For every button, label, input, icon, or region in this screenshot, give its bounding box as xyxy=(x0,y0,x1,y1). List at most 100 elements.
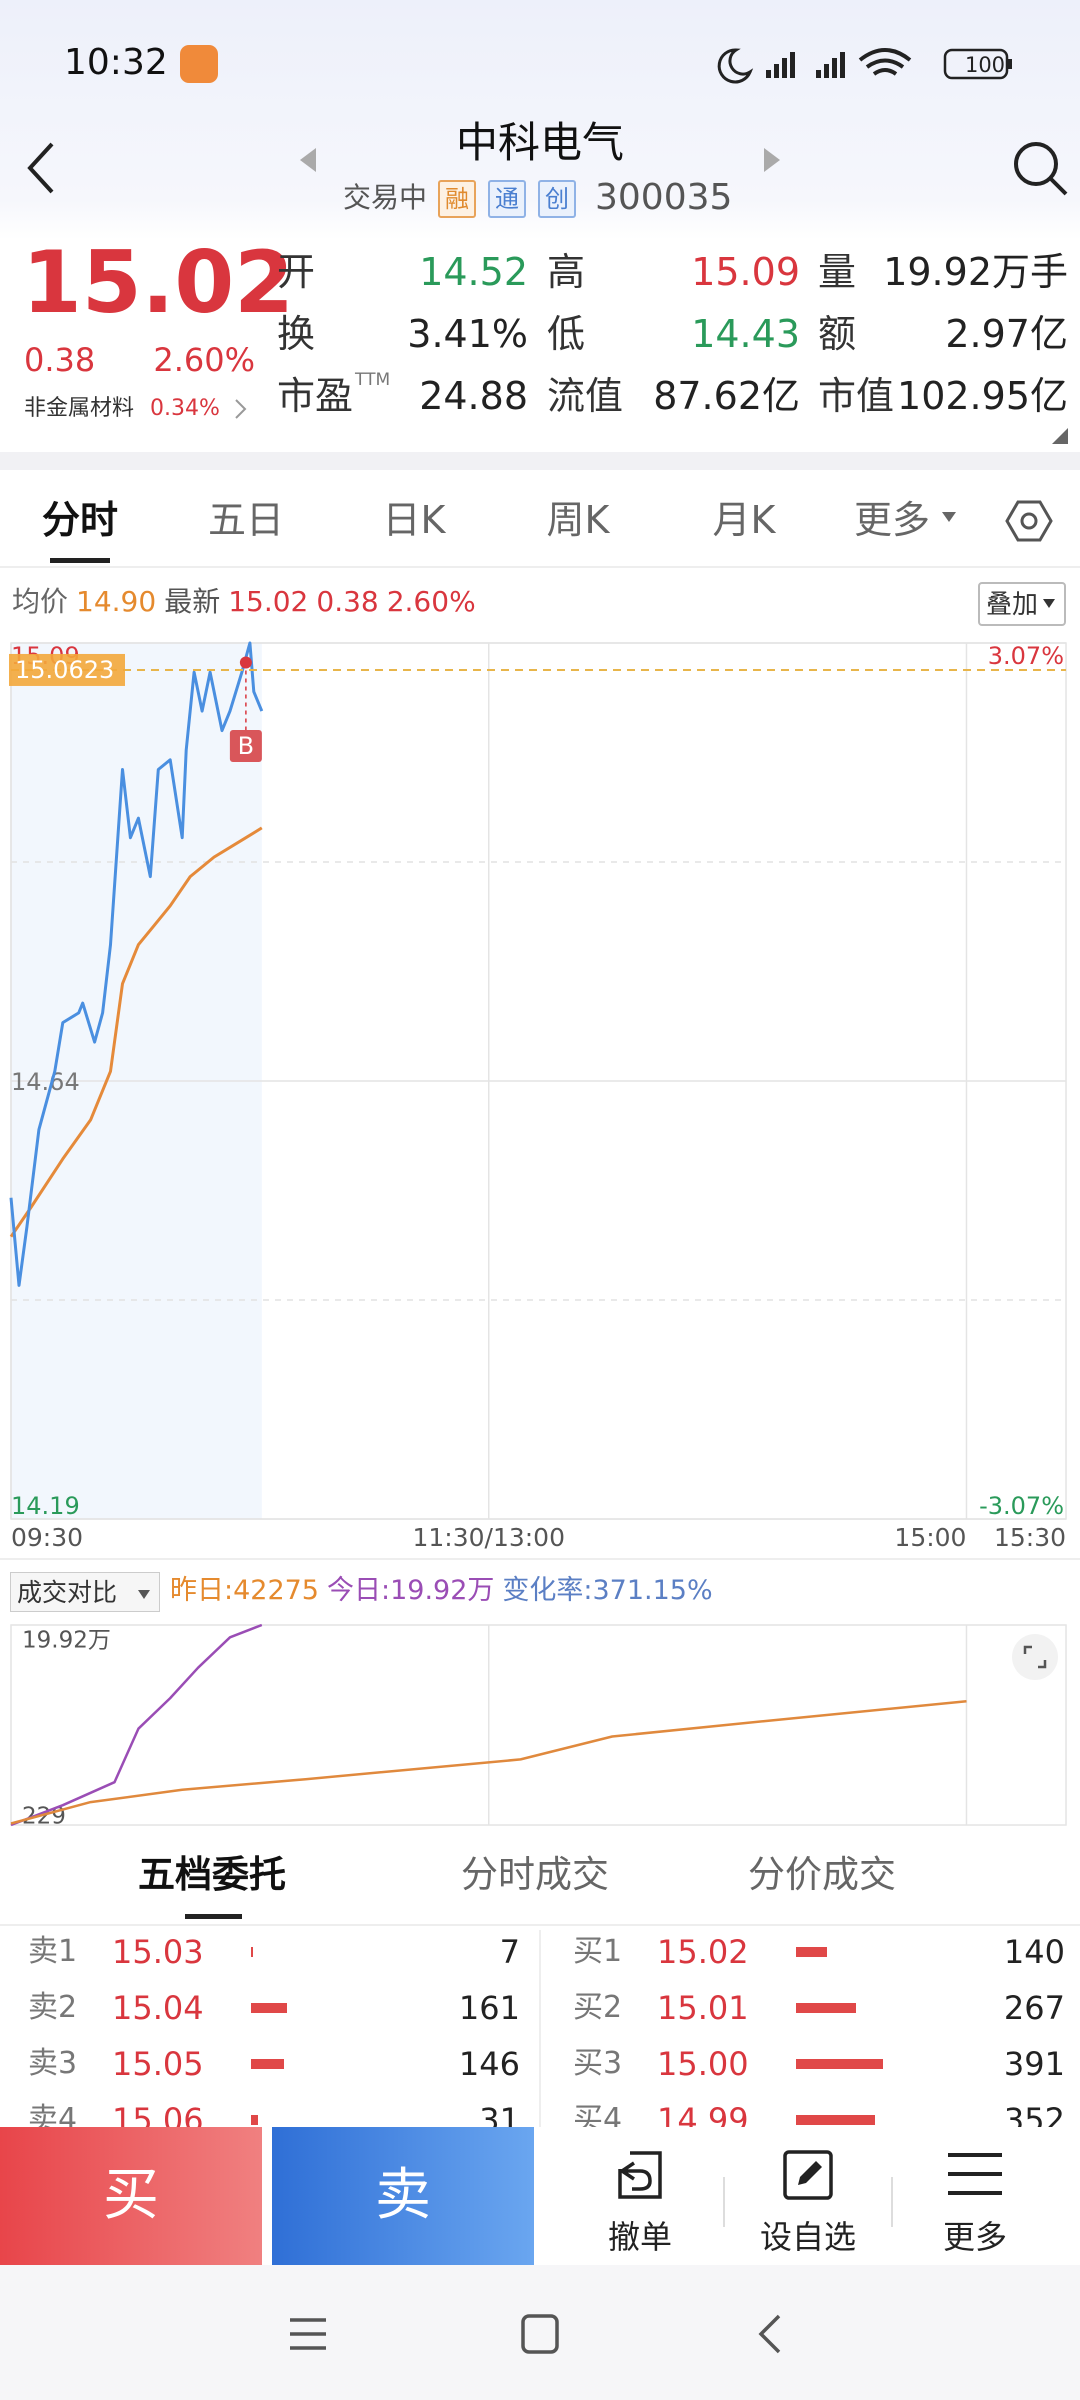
y2-tick-label: 3.07% xyxy=(988,642,1064,670)
avg-price: 14.90 xyxy=(76,585,157,618)
quote-field-label: 高 xyxy=(547,250,586,294)
settings-button[interactable] xyxy=(1004,498,1054,544)
avg-label: 均价 xyxy=(12,585,69,618)
search-button[interactable] xyxy=(1008,136,1072,200)
order-price: 15.00 xyxy=(657,2045,749,2083)
tab[interactable]: 月K xyxy=(712,498,776,542)
order-tab-underline xyxy=(185,1914,242,1919)
last-price: 15.02 xyxy=(22,233,295,333)
cancel-icon[interactable] xyxy=(612,2147,668,2203)
price-change: 0.38 xyxy=(24,341,96,379)
battery-level: 100 xyxy=(964,53,1006,77)
section-divider xyxy=(0,452,1080,470)
watchlist-label[interactable]: 设自选 xyxy=(759,2218,856,2256)
marker-badge xyxy=(229,730,262,762)
x-tick-label: 11:30/13:00 xyxy=(412,1523,565,1552)
cancel-label[interactable]: 撤单 xyxy=(607,2218,672,2256)
order-price: 15.02 xyxy=(657,1933,749,1971)
order-tab[interactable]: 五档委托 xyxy=(138,1853,286,1896)
next-stock[interactable] xyxy=(762,146,782,174)
quote-field-value: 102.95亿 xyxy=(897,374,1068,418)
y2-tick-label: -3.07% xyxy=(979,1492,1064,1520)
battery-tip xyxy=(1008,59,1012,69)
tab[interactable]: 日K xyxy=(382,498,446,542)
order-label: 买1 xyxy=(573,1934,623,1969)
order-tab[interactable]: 分时成交 xyxy=(461,1853,609,1896)
order-quantity: 267 xyxy=(1003,1989,1065,2027)
x-end-label: 15:30 xyxy=(994,1523,1066,1552)
watchlist-icon[interactable] xyxy=(780,2147,836,2203)
quote-field-value: 87.62亿 xyxy=(653,374,800,418)
latest-change: 0.38 xyxy=(316,585,379,618)
order-label: 买3 xyxy=(573,2046,623,2081)
badge: 创 xyxy=(538,180,576,218)
latest-label: 最新 xyxy=(164,585,221,618)
overlay-label: 叠加 xyxy=(986,590,1039,620)
badge: 通 xyxy=(488,180,526,218)
more-icon[interactable] xyxy=(946,2149,1004,2199)
sector-name[interactable]: 非金属材料 xyxy=(24,396,135,421)
bottom-bar: 买 卖 撤单 设自选 更多 xyxy=(0,2127,1080,2265)
quote-field-sup: TTM xyxy=(355,370,391,390)
back-button[interactable] xyxy=(20,138,60,198)
yesterday-volume: 昨日:42275 xyxy=(170,1575,319,1606)
y-tick-label: 14.64 xyxy=(11,1068,80,1096)
quote-field-value: 24.88 xyxy=(419,374,528,418)
overlay-button[interactable]: 叠加 xyxy=(978,582,1066,626)
fullscreen-button[interactable] xyxy=(1010,1632,1060,1682)
tab[interactable]: 更多 xyxy=(853,498,930,542)
order-bar xyxy=(251,2115,258,2125)
nav-back[interactable] xyxy=(755,2313,785,2355)
tab[interactable]: 周K xyxy=(546,498,610,542)
order-quantity: 391 xyxy=(1003,2045,1065,2083)
x-tick-label: 09:30 xyxy=(11,1523,83,1552)
latest-change-pct: 2.60% xyxy=(386,585,476,618)
quote-field-value: 19.92万手 xyxy=(883,250,1068,294)
order-bar xyxy=(796,2059,884,2069)
nav-home[interactable] xyxy=(520,2313,560,2355)
tab[interactable]: 五日 xyxy=(207,498,284,542)
more-label[interactable]: 更多 xyxy=(942,2218,1007,2256)
quote-field-label: 开 xyxy=(277,250,316,294)
expand-corner[interactable] xyxy=(1052,428,1070,446)
stock-name: 中科电气 xyxy=(455,118,624,167)
chart-frame xyxy=(10,1624,1067,1826)
tab[interactable]: 分时 xyxy=(41,498,118,542)
volume-change-rate: 变化率:371.15% xyxy=(502,1575,713,1606)
price-line xyxy=(9,826,263,1238)
quote-field-label: 市盈 xyxy=(277,374,354,418)
sector-change: 0.34% xyxy=(150,396,220,421)
signal-icon xyxy=(766,52,795,78)
marker-label: B xyxy=(238,732,254,760)
nav-menu[interactable] xyxy=(288,2315,328,2353)
buy-button[interactable]: 买 xyxy=(0,2127,262,2265)
order-bar xyxy=(796,1947,828,1957)
order-label: 卖1 xyxy=(28,1934,78,1969)
latest-price: 15.02 xyxy=(228,585,309,618)
volume-selector[interactable]: 成交对比 xyxy=(10,1572,160,1612)
prev-stock[interactable] xyxy=(298,146,318,174)
more-caret[interactable] xyxy=(940,510,958,524)
y-tick-label: 19.92万 xyxy=(22,1628,111,1654)
quote-field-label: 流值 xyxy=(547,374,624,418)
tab-divider xyxy=(0,566,1080,568)
tab-underline xyxy=(50,558,110,563)
sell-label: 卖 xyxy=(375,2163,431,2228)
order-price: 15.01 xyxy=(657,1989,749,2027)
volume-line xyxy=(10,1700,967,1825)
volume-stats: 昨日:42275 今日:19.92万 变化率:371.15% xyxy=(170,1577,721,1604)
sell-button[interactable]: 卖 xyxy=(272,2127,534,2265)
order-tab[interactable]: 分价成交 xyxy=(748,1853,896,1896)
signal-icon xyxy=(816,52,845,78)
order-quantity: 7 xyxy=(499,1933,520,1971)
selector-caret xyxy=(138,1590,150,1599)
order-label: 卖2 xyxy=(28,1990,78,2025)
quote-field-value: 3.41% xyxy=(407,312,528,356)
sector-chevron[interactable] xyxy=(232,398,248,422)
order-bar xyxy=(251,2003,287,2013)
crosshair-label-box xyxy=(9,653,125,686)
volume-line xyxy=(10,1623,263,1827)
action-divider xyxy=(891,2177,893,2227)
order-price: 15.03 xyxy=(112,1933,204,1971)
